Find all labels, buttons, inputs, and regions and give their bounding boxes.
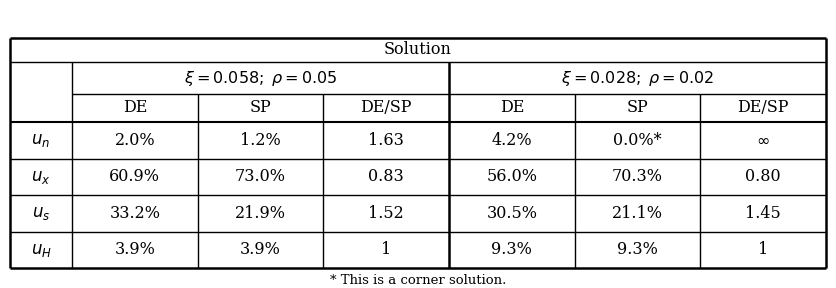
Text: DE: DE [123,99,147,117]
Text: 73.0%: 73.0% [235,168,286,185]
Text: 60.9%: 60.9% [110,168,161,185]
Text: 1.2%: 1.2% [240,132,281,149]
Text: Solution: Solution [384,41,452,58]
Text: 2.0%: 2.0% [115,132,155,149]
Text: 9.3%: 9.3% [617,241,658,258]
Text: 0.83: 0.83 [369,168,404,185]
Text: 0.0%*: 0.0%* [613,132,662,149]
Text: 9.3%: 9.3% [492,241,533,258]
Text: 0.80: 0.80 [746,168,781,185]
Text: $\xi = 0.028;\; \rho = 0.02$: $\xi = 0.028;\; \rho = 0.02$ [561,69,714,88]
Text: $\xi = 0.058;\; \rho = 0.05$: $\xi = 0.058;\; \rho = 0.05$ [184,69,337,88]
Text: $\infty$: $\infty$ [757,132,770,149]
Text: DE: DE [500,99,524,117]
Text: 56.0%: 56.0% [487,168,538,185]
Text: 30.5%: 30.5% [487,205,538,222]
Text: 1.52: 1.52 [369,205,404,222]
Text: 4.2%: 4.2% [492,132,533,149]
Text: 1: 1 [758,241,768,258]
Text: 21.1%: 21.1% [612,205,663,222]
Text: 70.3%: 70.3% [612,168,663,185]
Text: DE/SP: DE/SP [737,99,789,117]
Text: $u_s$: $u_s$ [32,204,50,222]
Text: SP: SP [250,99,272,117]
Text: * This is a corner solution.: * This is a corner solution. [330,274,506,287]
Text: SP: SP [627,99,649,117]
Text: 3.9%: 3.9% [115,241,155,258]
Text: 1.63: 1.63 [368,132,404,149]
Text: 21.9%: 21.9% [235,205,286,222]
Text: 1: 1 [381,241,391,258]
Text: 1.45: 1.45 [745,205,781,222]
Text: DE/SP: DE/SP [360,99,412,117]
Text: 33.2%: 33.2% [110,205,161,222]
Text: $u_H$: $u_H$ [30,241,52,259]
Text: $u_n$: $u_n$ [32,131,50,149]
Text: $u_x$: $u_x$ [31,168,51,186]
Text: 3.9%: 3.9% [240,241,281,258]
